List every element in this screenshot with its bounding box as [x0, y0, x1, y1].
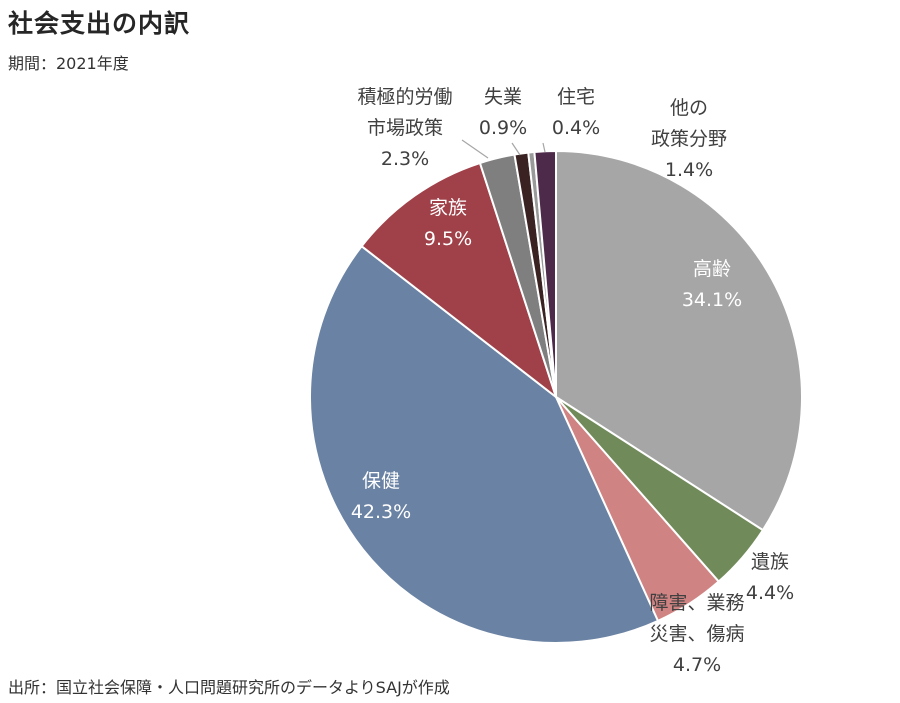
slice-category-label: 災害、傷病 [649, 623, 744, 645]
slice-value-label: 4.4% [746, 582, 794, 604]
slice-value-label: 0.9% [479, 117, 527, 139]
slice-value-label: 4.7% [673, 654, 721, 676]
leader-line [542, 142, 546, 153]
leader-line [461, 139, 489, 159]
slice-value-label: 1.4% [665, 159, 713, 181]
slice-value-label: 2.3% [381, 148, 429, 170]
slice-category-label: 家族 [429, 197, 467, 219]
slice-category-label: 市場政策 [367, 117, 443, 139]
pie-slice [555, 150, 803, 532]
slice-value-label: 9.5% [424, 228, 472, 250]
slice-category-label: 積極的労働 [357, 86, 452, 108]
slice-value-label: 34.1% [682, 289, 742, 311]
pie-slice [309, 245, 659, 644]
slice-category-label: 他の [670, 97, 708, 119]
slice-category-label: 高齢 [693, 258, 731, 280]
slice-value-label: 0.4% [552, 117, 600, 139]
slice-category-label: 遺族 [751, 551, 789, 573]
slice-value-label: 42.3% [351, 501, 411, 523]
slice-category-label: 障害、業務 [649, 592, 744, 614]
chart-title: 社会支出の内訳 [8, 9, 191, 38]
slice-category-label: 政策分野 [651, 128, 727, 150]
pie-slice [360, 162, 557, 398]
slice-category-label: 住宅 [557, 86, 595, 108]
source-note: 出所：国立社会保障・人口問題研究所のデータよりSAJが作成 [8, 678, 450, 697]
slice-category-label: 保健 [362, 470, 400, 492]
leader-line [511, 142, 521, 156]
slice-category-label: 失業 [484, 86, 522, 108]
chart-subtitle: 期間：2021年度 [8, 54, 129, 73]
